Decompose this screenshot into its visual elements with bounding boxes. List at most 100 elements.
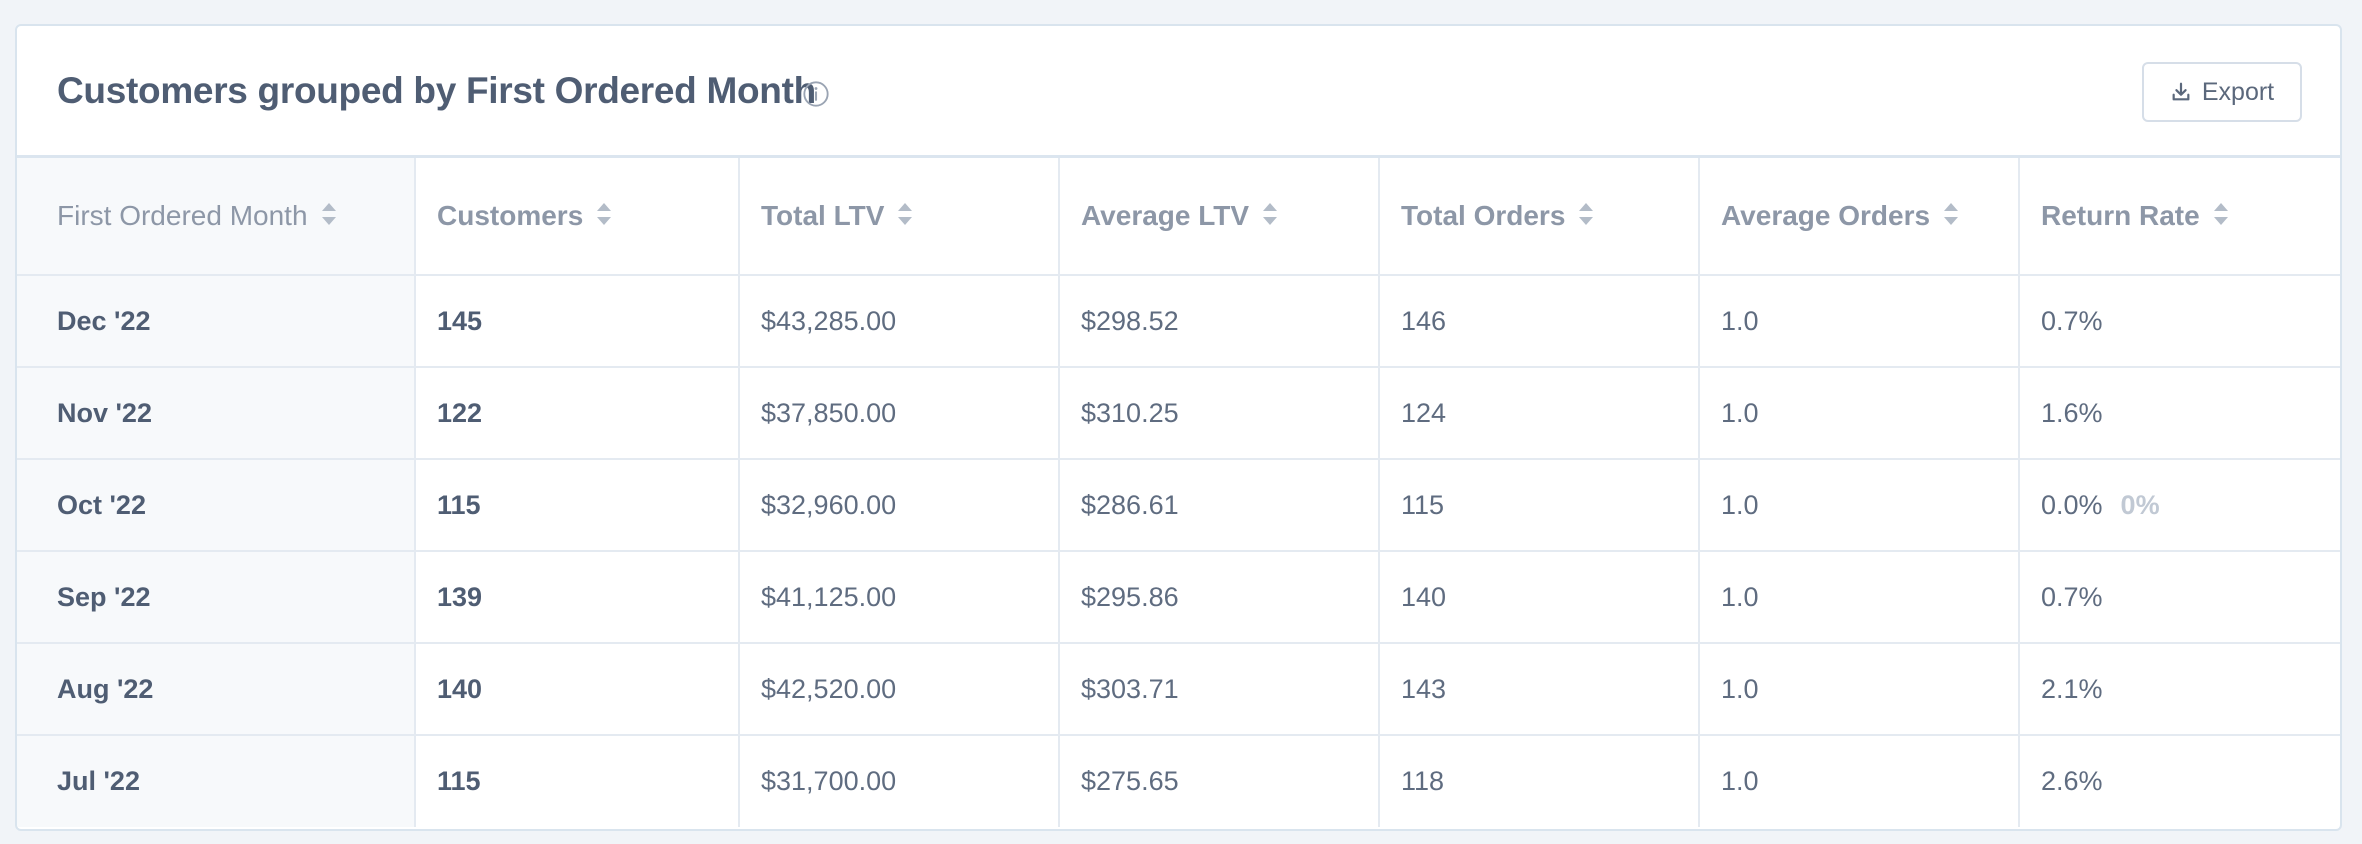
table-row: Sep '22 139 $41,125.00 $295.86 140 1.0 0.7% [17, 551, 2340, 644]
average-orders-cell-value: 1.0 [1721, 489, 1759, 520]
average-orders-cell-value: 1.0 [1721, 673, 1759, 704]
return-rate-cell-value: 1.6% [2041, 397, 2103, 428]
table-row: Aug '22 140 $42,520.00 $303.71 143 1.0 2.1% [17, 643, 2340, 736]
average-orders-cell-value: 1.0 [1721, 766, 1759, 796]
total-ltv-cell: $32,960.00 [739, 459, 1060, 552]
average-ltv-cell: $295.86 [1059, 551, 1380, 644]
return-rate-cell-value: 0.7% [2041, 305, 2103, 336]
column-header-label: Total LTV [761, 200, 885, 231]
sort-icon [1263, 203, 1278, 225]
customers-cell: 145 [415, 275, 740, 368]
average-ltv-cell-value: $295.86 [1081, 581, 1179, 612]
return-rate-cell: 0.7% [2019, 275, 2340, 368]
info-icon[interactable] [802, 80, 830, 108]
total-orders-cell-value: 118 [1401, 766, 1445, 796]
customers-cell-value: 122 [437, 397, 483, 428]
total-ltv-cell: $42,520.00 [739, 643, 1060, 736]
column-header-label: Total Orders [1401, 200, 1566, 231]
customers-cell-value: 115 [437, 489, 481, 520]
average-ltv-cell-value: $310.25 [1081, 397, 1179, 428]
average-ltv-cell: $286.61 [1059, 459, 1380, 552]
return-rate-cell: 1.6% [2019, 367, 2340, 460]
column-header-average-ltv[interactable]: Average LTV [1059, 158, 1380, 276]
average-orders-cell-value: 1.0 [1721, 397, 1759, 428]
month-cell-value: Jul '22 [57, 766, 140, 796]
return-rate-cell-value: 0.7% [2041, 581, 2103, 612]
average-orders-cell-value: 1.0 [1721, 581, 1759, 612]
total-ltv-cell-value: $37,850.00 [761, 397, 897, 428]
table-row: Dec '22 145 $43,285.00 $298.52 146 1.0 0.7% [17, 275, 2340, 368]
total-ltv-cell-value: $42,520.00 [761, 673, 897, 704]
return-rate-badge: 0% [2120, 489, 2160, 520]
total-ltv-cell-value: $32,960.00 [761, 489, 897, 520]
column-header-average-orders[interactable]: Average Orders [1699, 158, 2020, 276]
total-ltv-cell: $37,850.00 [739, 367, 1060, 460]
total-ltv-cell: $31,700.00 [739, 735, 1060, 827]
return-rate-cell-value: 2.6% [2041, 766, 2103, 796]
sort-icon [321, 203, 336, 225]
column-header-label: First Ordered Month [57, 200, 308, 231]
average-orders-cell: 1.0 [1699, 275, 2020, 368]
column-header-total-orders[interactable]: Total Orders [1379, 158, 1700, 276]
customers-cell: 140 [415, 643, 740, 736]
export-label: Export [2201, 77, 2275, 106]
table-header-row: First Ordered Month Customers Total LTV Ave… [17, 158, 2340, 276]
month-cell: Dec '22 [17, 275, 416, 368]
export-button[interactable]: Export [2142, 62, 2302, 122]
total-orders-cell-value: 143 [1401, 673, 1447, 704]
total-ltv-cell-value: $41,125.00 [761, 581, 897, 612]
average-orders-cell: 1.0 [1699, 367, 2020, 460]
cohort-table: First Ordered Month Customers Total LTV Ave… [17, 158, 2340, 827]
customers-cell-value: 115 [437, 766, 481, 796]
month-cell: Jul '22 [17, 735, 416, 827]
customers-cell: 139 [415, 551, 740, 644]
total-orders-cell: 146 [1379, 275, 1700, 368]
total-ltv-cell: $43,285.00 [739, 275, 1060, 368]
average-ltv-cell-value: $298.52 [1081, 305, 1179, 336]
average-ltv-cell: $298.52 [1059, 275, 1380, 368]
total-orders-cell: 118 [1379, 735, 1700, 827]
average-orders-cell-value: 1.0 [1721, 305, 1759, 336]
total-orders-cell-value: 124 [1401, 397, 1447, 428]
month-cell: Nov '22 [17, 367, 416, 460]
column-header-label: Customers [437, 200, 584, 231]
total-orders-cell-value: 140 [1401, 581, 1447, 612]
return-rate-cell-value: 0.0% [2041, 489, 2103, 520]
panel-header: Customers grouped by First Ordered Month… [17, 26, 2340, 158]
customers-cell-value: 145 [437, 305, 483, 336]
total-orders-cell: 124 [1379, 367, 1700, 460]
table-row: Jul '22 115 $31,700.00 $275.65 118 1.0 2.6% [17, 735, 2340, 827]
total-orders-cell: 143 [1379, 643, 1700, 736]
sort-icon [1579, 203, 1594, 225]
column-header-label: Return Rate [2041, 200, 2200, 231]
column-header-return-rate[interactable]: Return Rate [2019, 158, 2340, 276]
average-ltv-cell-value: $286.61 [1081, 489, 1179, 520]
column-header-total-ltv[interactable]: Total LTV [739, 158, 1060, 276]
column-header-label: Average LTV [1081, 200, 1250, 231]
customers-cell-value: 140 [437, 673, 483, 704]
customers-cell: 122 [415, 367, 740, 460]
table-row: Oct '22 115 $32,960.00 $286.61 115 1.0 0.0% 0% [17, 459, 2340, 552]
sort-icon [2213, 203, 2228, 225]
sort-icon [597, 203, 612, 225]
month-cell-value: Aug '22 [57, 673, 154, 704]
average-ltv-cell: $303.71 [1059, 643, 1380, 736]
month-cell-value: Dec '22 [57, 305, 151, 336]
customers-cell: 115 [415, 459, 740, 552]
column-header-customers[interactable]: Customers [415, 158, 740, 276]
return-rate-cell: 0.7% [2019, 551, 2340, 644]
total-orders-cell: 140 [1379, 551, 1700, 644]
sort-icon [898, 203, 913, 225]
total-ltv-cell-value: $43,285.00 [761, 305, 897, 336]
average-ltv-cell-value: $303.71 [1081, 673, 1179, 704]
table-row: Nov '22 122 $37,850.00 $310.25 124 1.0 1.6% [17, 367, 2340, 460]
column-header-month[interactable]: First Ordered Month [17, 158, 416, 276]
month-cell-value: Nov '22 [57, 397, 152, 428]
average-ltv-cell: $310.25 [1059, 367, 1380, 460]
sort-icon [1944, 203, 1959, 225]
total-orders-cell-value: 115 [1401, 489, 1445, 520]
average-orders-cell: 1.0 [1699, 459, 2020, 552]
return-rate-cell: 2.1% [2019, 643, 2340, 736]
panel-title: Customers grouped by First Ordered Month [57, 70, 816, 111]
month-cell: Aug '22 [17, 643, 416, 736]
